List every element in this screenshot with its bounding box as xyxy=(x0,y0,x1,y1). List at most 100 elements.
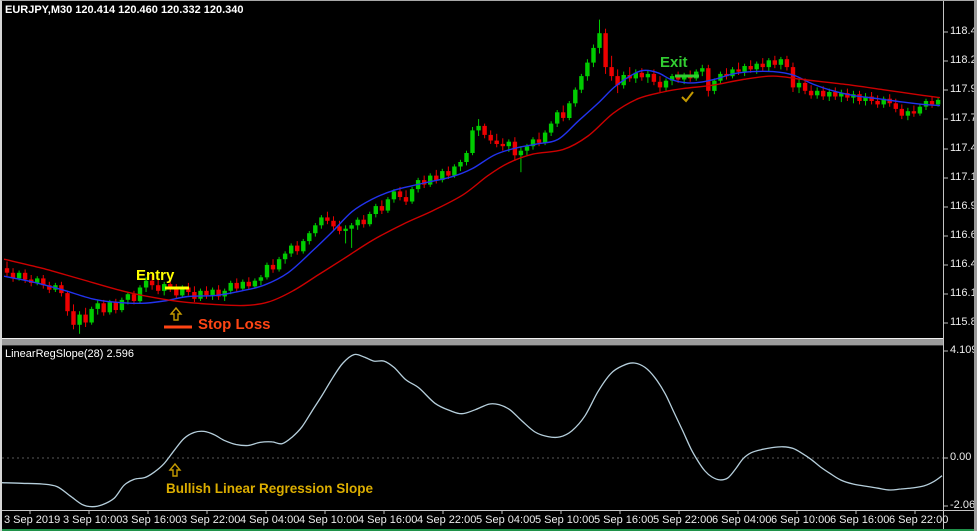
candle-body xyxy=(131,294,137,301)
price-axis-label: 117.710 xyxy=(950,112,977,124)
price-axis-label: 116.400 xyxy=(950,258,977,270)
candle-body xyxy=(270,264,276,270)
candle-body xyxy=(337,226,342,231)
candle-body xyxy=(4,268,10,273)
price-axis-label: 117.445 xyxy=(950,142,977,154)
candle-body xyxy=(313,225,318,234)
candle-body xyxy=(470,130,475,153)
time-axis-label: 4 Sep 16:00 xyxy=(358,514,418,526)
candle-body xyxy=(65,293,70,312)
time-axis-label: 6 Sep 16:00 xyxy=(830,514,890,526)
candle-body xyxy=(252,280,258,287)
candle-body xyxy=(373,206,378,214)
candle-body xyxy=(391,191,397,200)
candle-body xyxy=(585,62,590,77)
candle-body xyxy=(561,112,566,118)
fast-ma-line xyxy=(3,69,941,305)
candle-body xyxy=(923,101,929,107)
candle-body xyxy=(95,303,100,309)
price-axis-label: 116.140 xyxy=(950,287,977,299)
panel-separator[interactable] xyxy=(2,338,943,346)
time-axis-label: 6 Sep 22:00 xyxy=(889,514,949,526)
candle-body xyxy=(555,112,560,124)
candle-body xyxy=(615,76,620,86)
price-axis-label: 116.925 xyxy=(950,200,977,212)
candle-body xyxy=(772,60,777,65)
candle-body xyxy=(162,284,167,291)
candle-body xyxy=(397,191,403,197)
candle-body xyxy=(234,282,239,289)
candle-body xyxy=(542,132,548,143)
indicator-label: LinearRegSlope(28) 2.596 xyxy=(5,348,135,360)
candle-body xyxy=(379,206,385,211)
price-axis-label: 118.230 xyxy=(950,54,977,66)
time-axis-label: 3 Sep 2019 xyxy=(4,514,61,526)
price-axis-label: 117.185 xyxy=(950,171,977,183)
time-axis-line xyxy=(2,510,974,511)
candle-body xyxy=(289,245,294,254)
candle-body xyxy=(706,68,711,91)
candle-body xyxy=(591,47,596,63)
candle-body xyxy=(796,82,802,88)
candle-body xyxy=(101,303,106,313)
candle-body xyxy=(573,89,578,104)
candle-body xyxy=(282,253,288,260)
candle-body xyxy=(488,134,493,141)
indicator-axis-label: 0.00 xyxy=(950,451,972,463)
candle-body xyxy=(736,69,741,72)
candle-body xyxy=(833,92,838,97)
time-axis-label: 4 Sep 10:00 xyxy=(299,514,359,526)
candle-body xyxy=(319,217,324,226)
candle-body xyxy=(778,59,784,65)
candle-body xyxy=(839,93,844,97)
candle-body xyxy=(35,278,40,283)
candle-body xyxy=(875,101,880,105)
candle-body xyxy=(174,288,179,296)
time-axis-label: 6 Sep 04:00 xyxy=(712,514,772,526)
time-axis-label: 5 Sep 22:00 xyxy=(653,514,713,526)
price-axis-label: 117.970 xyxy=(950,83,977,95)
candle-body xyxy=(518,150,524,156)
candle-body xyxy=(742,66,747,72)
candle-body xyxy=(784,59,790,68)
candle-body xyxy=(10,272,16,279)
candle-body xyxy=(567,103,572,118)
time-axis-label: 4 Sep 22:00 xyxy=(417,514,477,526)
candle-body xyxy=(663,80,669,88)
candle-body xyxy=(125,294,131,300)
candle-body xyxy=(409,189,415,202)
candle-body xyxy=(343,228,348,231)
candle-body xyxy=(301,241,306,252)
time-axis-label: 3 Sep 10:00 xyxy=(63,514,123,526)
candle-body xyxy=(264,264,270,278)
candle-body xyxy=(385,199,391,211)
candle-body xyxy=(210,289,215,296)
candle-body xyxy=(367,214,372,225)
candle-body xyxy=(228,282,233,291)
candle-body xyxy=(325,217,330,221)
candle-body xyxy=(754,63,759,70)
candle-body xyxy=(307,233,312,242)
candle-body xyxy=(89,308,94,323)
candle-body xyxy=(22,272,28,280)
candle-body xyxy=(168,284,173,289)
time-axis-label: 5 Sep 10:00 xyxy=(535,514,595,526)
candle-body xyxy=(452,166,457,176)
candle-body xyxy=(258,277,264,281)
slow-ma-line xyxy=(3,75,941,307)
candle-body xyxy=(500,143,505,147)
candle-body xyxy=(700,68,705,72)
candle-body xyxy=(935,99,941,105)
time-axis-label: 6 Sep 10:00 xyxy=(771,514,831,526)
candle-body xyxy=(143,280,149,288)
candle-body xyxy=(113,302,118,310)
indicator-axis-label: 4.109 xyxy=(950,344,977,356)
candle-body xyxy=(186,287,191,292)
candle-body xyxy=(192,292,197,299)
candle-body xyxy=(355,219,360,226)
candle-body xyxy=(276,259,282,270)
candle-body xyxy=(458,162,463,167)
candle-body xyxy=(633,72,638,79)
candle-body xyxy=(482,125,487,135)
